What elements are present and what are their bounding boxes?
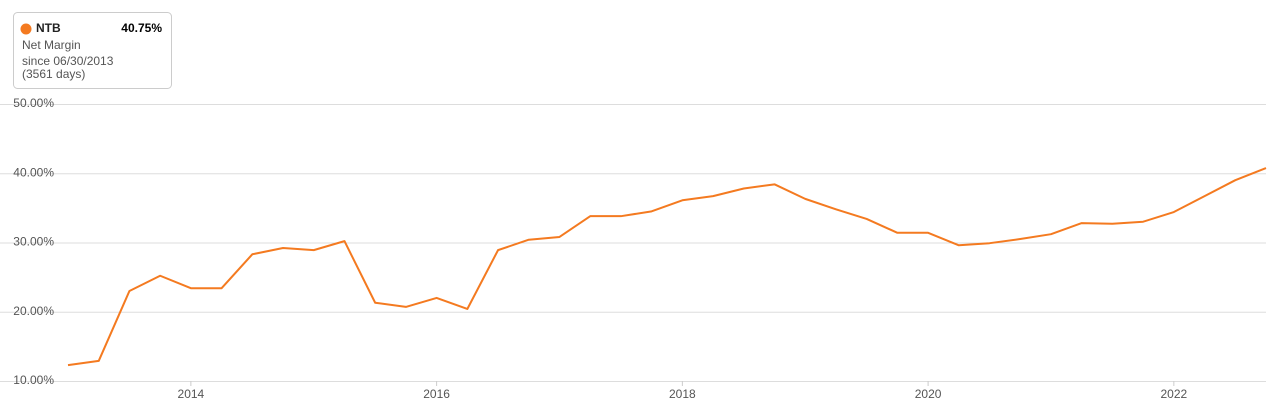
line [67,167,1267,367]
x-tick-label: 2020 [915,387,942,401]
tooltip-days: (3561 days) [22,67,85,81]
x-tick-label: 2014 [178,387,205,401]
tooltip-metric: Net Margin [22,38,81,52]
y-tick-label: 10.00% [13,373,54,387]
tooltip-box [13,12,172,89]
legend-ticker: NTB [36,21,61,35]
x-tick-label: 2016 [423,387,450,401]
tooltip-since: since 06/30/2013 [22,54,114,68]
y-tick-label: 30.00% [13,235,54,249]
tooltip-value: 40.75% [121,21,162,35]
x-tick-label: 2022 [1160,387,1187,401]
x-tick-label: 2018 [669,387,696,401]
y-tick-label: 50.00% [13,96,54,110]
y-tick-label: 40.00% [13,165,54,179]
y-tick-label: 20.00% [13,304,54,318]
tooltip: NTB 40.75% Net Margin since 06/30/2013 (… [13,12,172,89]
legend-marker [20,23,32,35]
